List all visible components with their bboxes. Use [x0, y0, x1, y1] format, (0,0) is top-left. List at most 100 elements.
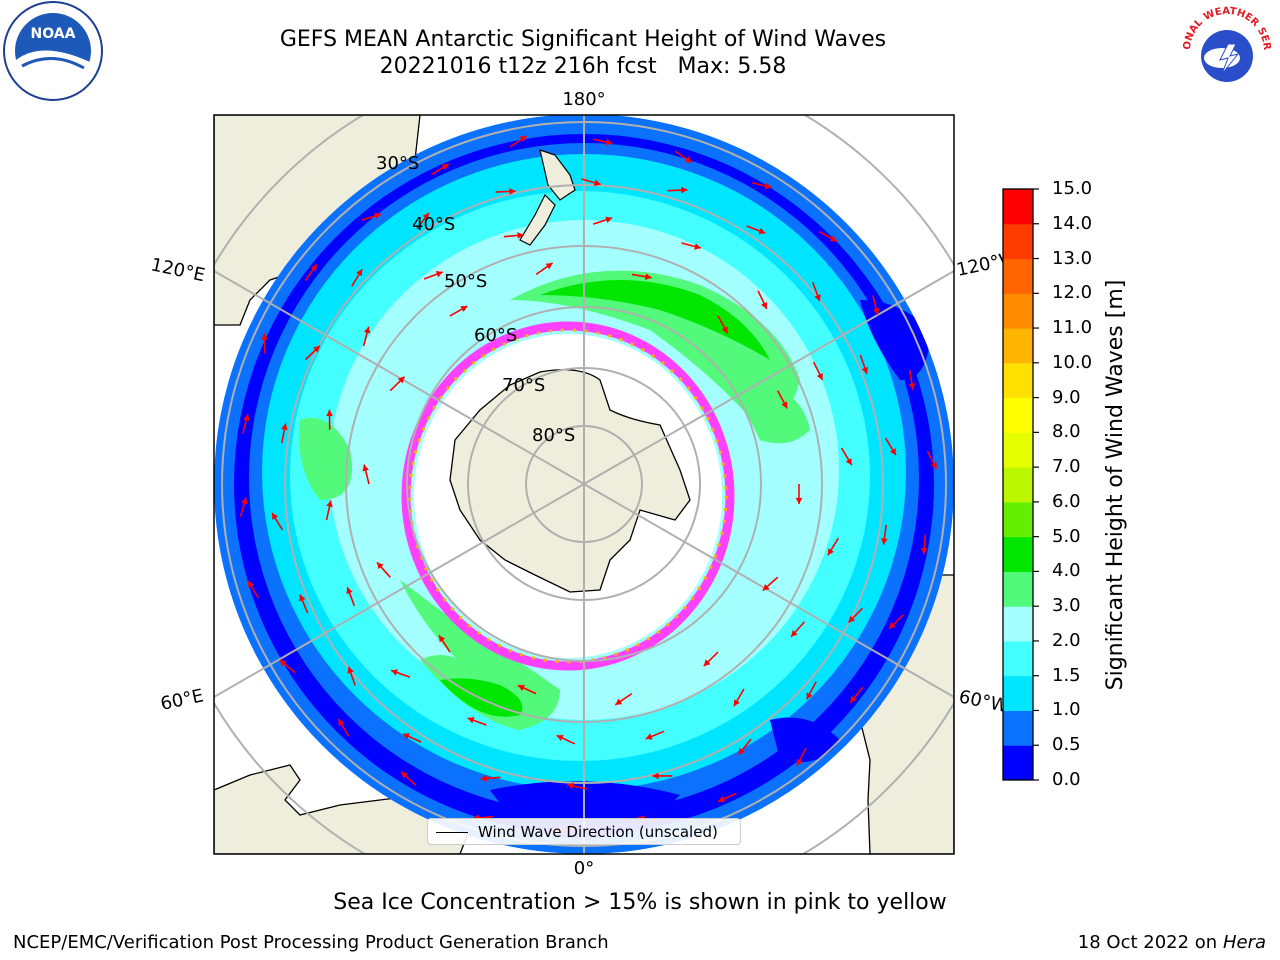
wave-arrow-head: [645, 733, 653, 740]
colorbar-swatch: [1003, 328, 1033, 364]
wave-arrow-head: [795, 497, 803, 504]
wave-arrow-head: [326, 409, 333, 416]
colorbar-tick-label: 9.0: [1052, 386, 1081, 408]
colorbar-swatch: [1003, 640, 1033, 677]
wave-arrow-head: [930, 462, 937, 470]
lon-label-180: 180°: [562, 89, 605, 110]
colorbar-frame: [1002, 188, 1034, 781]
sea-ice-note: Sea Ice Concentration > 15% is shown in …: [333, 890, 947, 915]
wave-arrow-head: [889, 622, 896, 629]
colorbar-tick-label: 7.0: [1052, 456, 1081, 478]
colorbar-tick-label: 8.0: [1052, 421, 1081, 443]
lat-label-30s: 30°S: [376, 153, 419, 174]
wave-arrow-head: [422, 212, 430, 220]
lon-label-60e: 60°E: [159, 685, 206, 715]
wave-arrow-head: [850, 695, 857, 703]
lon-label-0: 0°: [574, 858, 594, 879]
wave-arrow-head: [480, 775, 487, 782]
wave-arrow-head: [401, 771, 408, 779]
wave-arrow-head: [733, 699, 740, 707]
colorbar-tick-label: 0.0: [1052, 769, 1081, 790]
wave-arrow-head: [391, 669, 398, 676]
new-zealand-land: [519, 149, 576, 246]
legend-label: Wind Wave Direction (unscaled): [478, 823, 718, 841]
colorbar-swatch: [1003, 362, 1033, 399]
colorbar-swatch: [1003, 223, 1033, 260]
wave-arrow-head: [764, 182, 772, 190]
wave-arrow-head: [920, 547, 928, 555]
wave-arrow-head: [718, 795, 726, 803]
wave-arrow-head: [281, 423, 288, 431]
wave-arrow-head: [762, 583, 770, 591]
wave-arrow-head: [376, 562, 384, 570]
colorbar-tick-label: 13.0: [1052, 247, 1093, 269]
lon-label-60w: 60°W: [957, 686, 1010, 717]
wave-arrow-head: [272, 512, 279, 520]
colorbar-label: Significant Height of Wind Waves [m]: [1103, 279, 1128, 691]
lat-label-60s: 60°S: [474, 325, 517, 346]
wave-arrow-head: [519, 135, 527, 143]
wave-arrow-head: [605, 216, 613, 223]
colorbar: [1002, 188, 1039, 781]
colorbar-tick-label: 3.0: [1052, 595, 1081, 617]
lat-label-70s: 70°S: [502, 375, 545, 396]
colorbar-swatch: [1003, 397, 1033, 433]
wave-arrow-head: [827, 548, 834, 556]
wave-arrow-head: [684, 156, 692, 163]
lat-label-80s: 80°S: [532, 425, 575, 446]
nws-logo: NATIONAL WEATHER SERVICE: [1176, 0, 1276, 100]
lat-label-40s: 40°S: [412, 214, 455, 235]
wave-arrow-head: [908, 383, 916, 390]
wave-arrow-head: [356, 269, 363, 277]
colorbar-tick-label: 10.0: [1052, 351, 1093, 373]
chart-subtitle: 20221016 t12z 216h fcst Max: 5.58: [379, 54, 787, 79]
colorbar-swatch: [1003, 536, 1033, 572]
wave-arrow-head: [243, 414, 250, 422]
wave-arrow-head: [615, 698, 623, 705]
colorbar-tick-label: 1.0: [1052, 699, 1081, 721]
wave-arrow-head: [703, 659, 711, 667]
colorbar-tick-label: 5.0: [1052, 525, 1081, 547]
wave-arrow-head: [460, 306, 468, 313]
wave-arrow-head: [758, 227, 766, 235]
wave-arrow-head: [567, 782, 574, 790]
wave-arrow-head: [644, 273, 652, 280]
wave-arrow-head: [441, 164, 449, 171]
wave-arrow-head: [738, 747, 745, 755]
colorbar-swatch: [1003, 467, 1033, 503]
footer-date-text: 18 Oct 2022 on: [1077, 932, 1223, 953]
wave-arrow-head: [605, 138, 613, 146]
wave-arrow-head: [517, 684, 525, 691]
colorbar-tick-label: 11.0: [1052, 317, 1093, 339]
wave-arrow-head: [279, 659, 287, 667]
wave-arrow-head: [593, 179, 601, 186]
colorbar-swatch: [1003, 745, 1033, 781]
colorbar-swatch: [1003, 606, 1033, 642]
colorbar-swatch: [1003, 258, 1033, 294]
graticule: [214, 115, 954, 854]
wave-arrow-head: [346, 587, 353, 595]
wave-arrow-head: [467, 717, 475, 724]
wave-arrow-head: [397, 376, 405, 384]
lon-label-120e: 120°E: [149, 254, 207, 286]
wave-arrow-head: [347, 666, 354, 674]
colorbar-swatch: [1003, 432, 1033, 468]
wave-arrow-head: [791, 629, 798, 637]
wave-arrow-head: [545, 262, 553, 270]
wave-arrow-head: [261, 333, 268, 340]
wave-arrow-head: [402, 733, 410, 740]
wave-arrow-head: [363, 326, 371, 334]
wave-arrow-head: [338, 718, 345, 726]
noaa-logo: NOAA: [3, 1, 103, 101]
colorbar-tick-label: 2.0: [1052, 629, 1081, 651]
wave-arrow-head: [721, 326, 728, 334]
colorbar-tick-label: 14.0: [1052, 212, 1093, 234]
map-legend: Wind Wave Direction (unscaled): [427, 818, 741, 845]
wave-arrow-head: [374, 212, 382, 220]
colorbar-swatch: [1003, 675, 1033, 711]
lat-label-50s: 50°S: [444, 271, 487, 292]
wave-arrow-head: [509, 188, 516, 195]
colorbar-swatch: [1003, 501, 1033, 538]
wave-arrow-head: [556, 734, 564, 742]
